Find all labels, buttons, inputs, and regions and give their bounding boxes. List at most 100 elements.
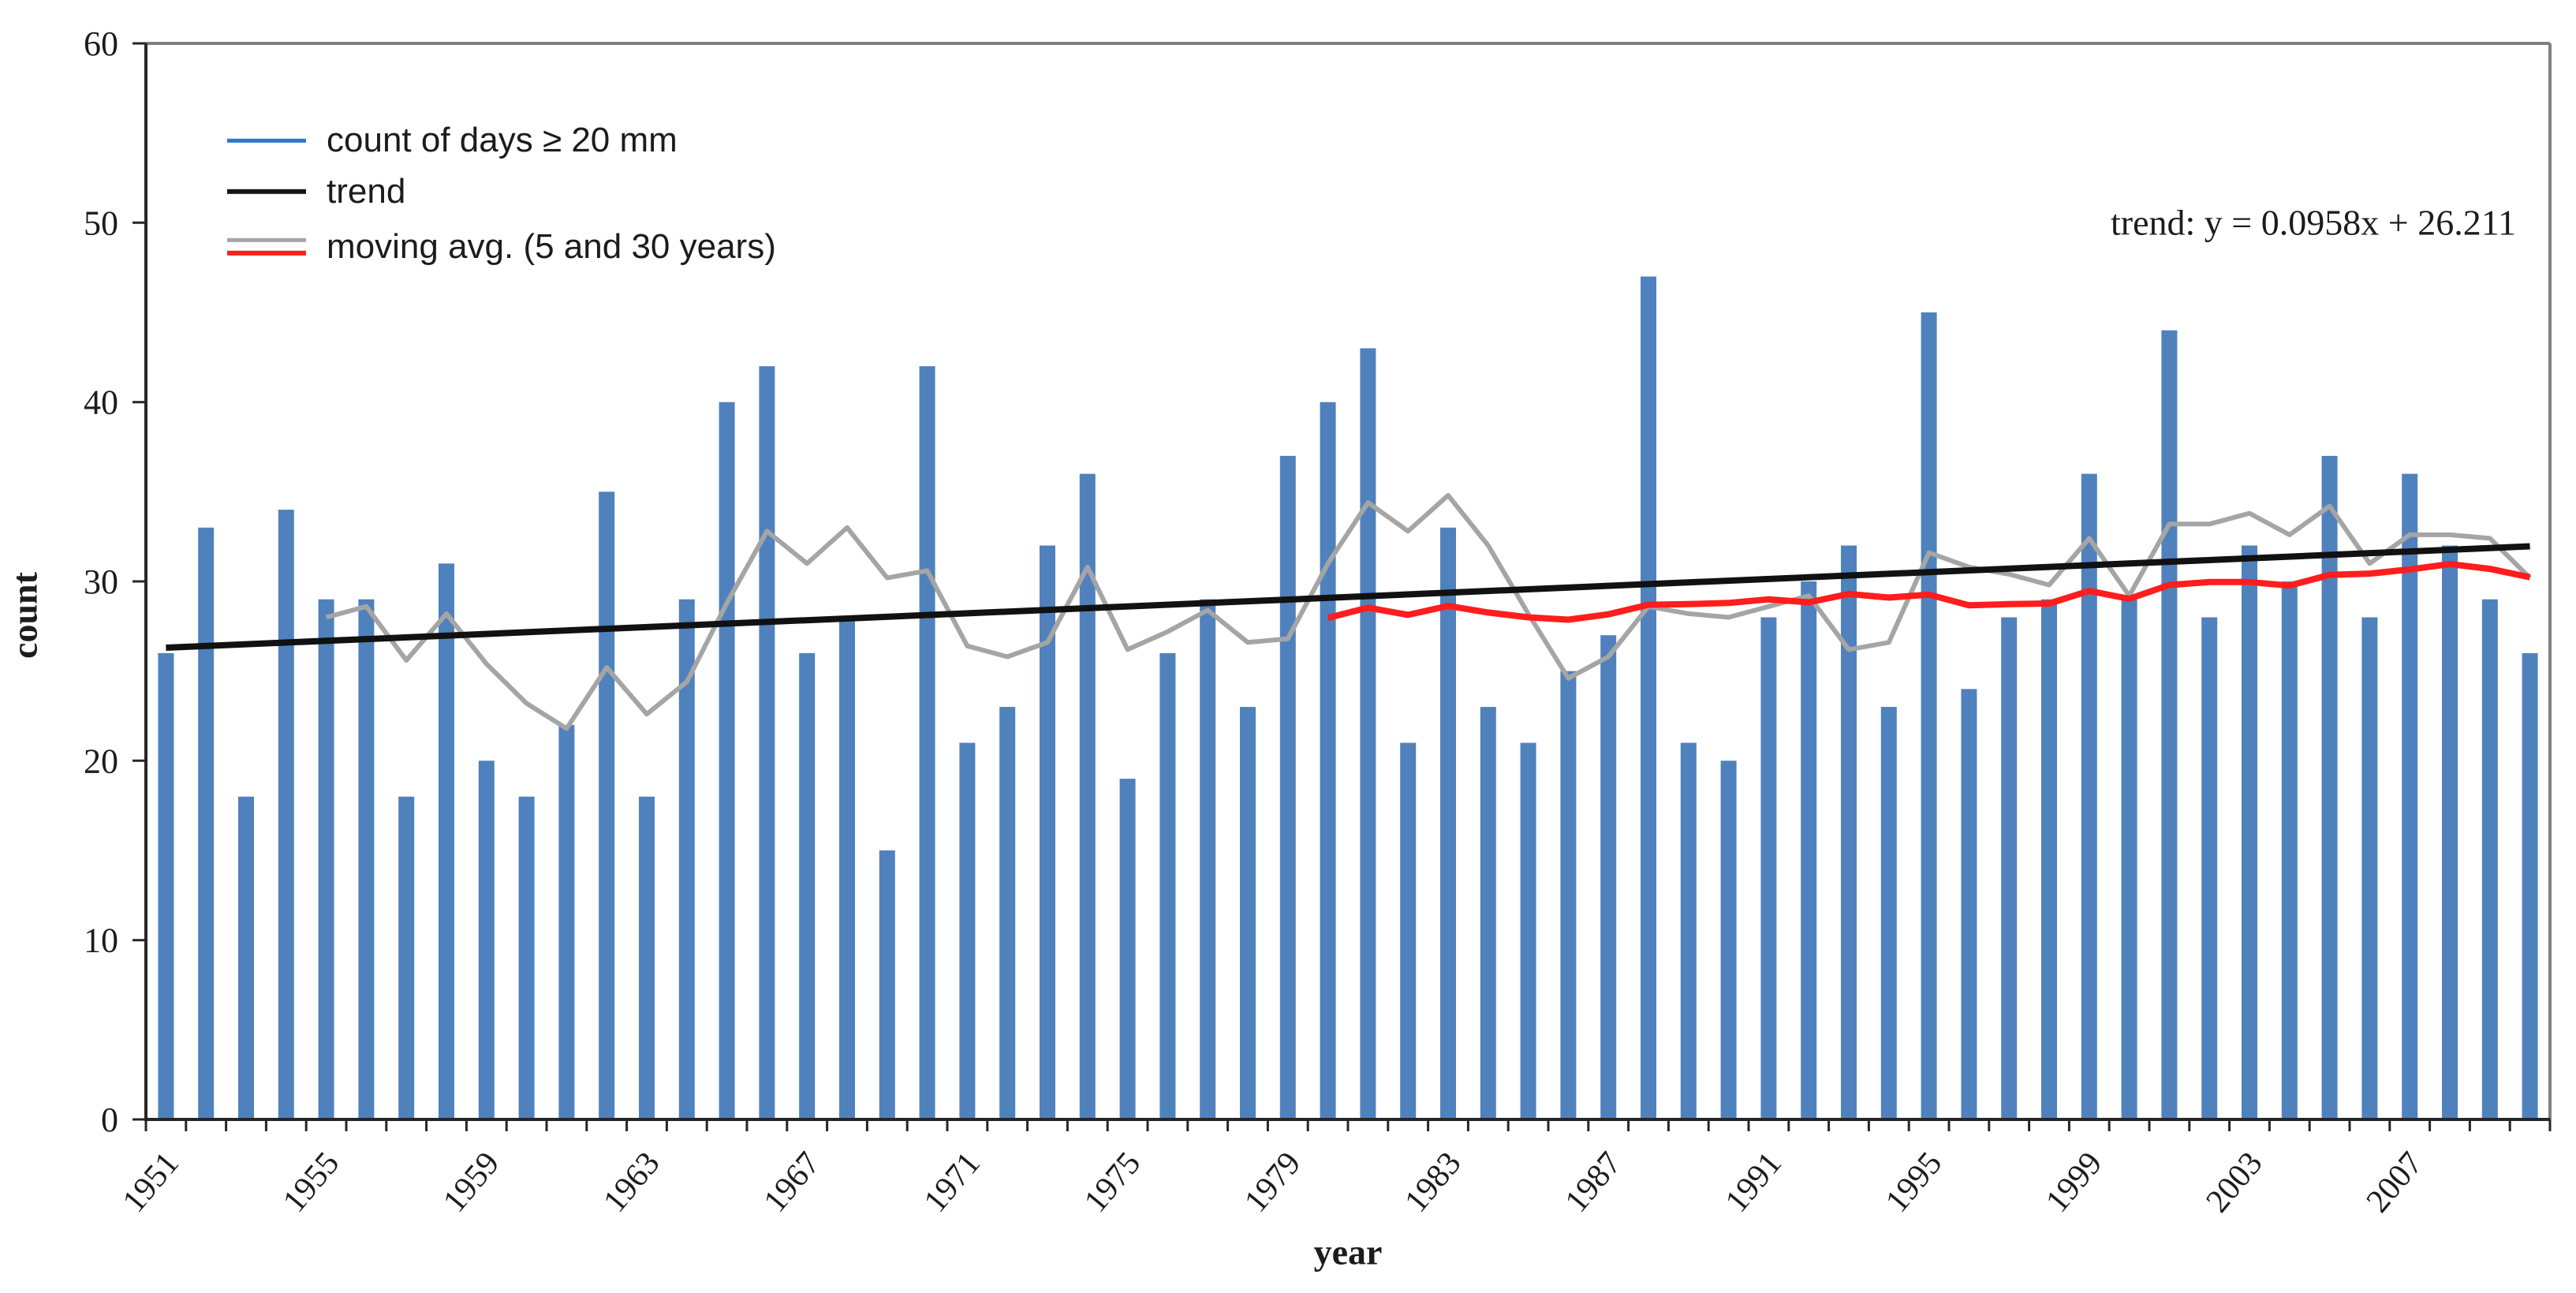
bar-1995 [1921, 312, 1937, 1119]
bar-1952 [198, 527, 215, 1119]
bar-1969 [879, 850, 895, 1119]
moving-avg-5yr-line [325, 492, 2532, 731]
bar-2009 [2481, 599, 2498, 1119]
x-tick-label: 1959 [436, 1145, 506, 1220]
bar-1964 [678, 599, 695, 1119]
bar-1992 [1801, 581, 1817, 1119]
bar-1960 [518, 796, 535, 1119]
bar-2001 [2161, 330, 2178, 1119]
y-tick-label: 50 [84, 204, 118, 242]
x-tick-label: 1975 [1077, 1145, 1148, 1220]
y-tick-label: 10 [84, 921, 118, 960]
bar-1963 [639, 796, 655, 1119]
bar-1976 [1159, 652, 1176, 1119]
x-tick-label: 1951 [116, 1145, 186, 1220]
x-tick-label: 1971 [917, 1145, 987, 1220]
bar-2000 [2121, 599, 2137, 1119]
bar-1991 [1760, 617, 1777, 1119]
blue-line-swatch-icon [227, 138, 306, 143]
bar-1954 [278, 510, 294, 1119]
legend-item-trend: trend [227, 171, 406, 211]
bar-1987 [1600, 635, 1617, 1119]
bar-1966 [759, 366, 775, 1119]
bar-1951 [158, 652, 174, 1119]
x-tick-label: 1979 [1238, 1145, 1308, 1220]
bar-1974 [1079, 473, 1096, 1119]
bar-1984 [1480, 707, 1496, 1119]
bar-1967 [799, 652, 816, 1119]
legend-item-moving-avg: moving avg. (5 and 30 years) [227, 226, 776, 266]
bar-2004 [2281, 581, 2298, 1119]
gray-red-lines-swatch-icon [227, 237, 306, 256]
bar-1959 [478, 760, 495, 1119]
bar-2007 [2402, 473, 2418, 1119]
bar-1998 [2041, 599, 2057, 1119]
x-tick-label: 2003 [2199, 1145, 2269, 1220]
bar-1958 [439, 563, 454, 1119]
bar-2003 [2242, 545, 2257, 1119]
bar-1994 [1880, 707, 1897, 1119]
y-tick-label: 60 [84, 24, 118, 63]
bar-1980 [1320, 402, 1336, 1119]
bar-1978 [1240, 707, 1256, 1119]
x-tick-label: 1999 [2039, 1145, 2109, 1220]
bar-2008 [2442, 545, 2458, 1119]
bar-1971 [959, 742, 976, 1119]
x-tick-label: 1963 [596, 1145, 666, 1220]
bar-1956 [358, 599, 375, 1119]
legend-label-trend: trend [327, 171, 406, 211]
bar-1981 [1360, 348, 1376, 1119]
x-tick-label: 1955 [276, 1145, 346, 1220]
bar-1989 [1680, 742, 1697, 1119]
x-tick-label: 2007 [2360, 1145, 2430, 1220]
bar-1988 [1641, 276, 1656, 1119]
bar-2006 [2361, 617, 2378, 1119]
bar-1997 [2001, 617, 2018, 1119]
y-tick-label: 0 [101, 1101, 118, 1139]
bar-2005 [2321, 455, 2338, 1119]
bar-1999 [2081, 473, 2097, 1119]
bar-1973 [1040, 545, 1055, 1119]
trend-equation-annotation: trend: y = 0.0958x + 26.211 [2111, 202, 2516, 243]
x-tick-label: 1991 [1719, 1145, 1789, 1220]
y-tick-label: 20 [84, 742, 118, 780]
bar-2002 [2201, 617, 2218, 1119]
legend-label-count-series: count of days ≥ 20 mm [327, 120, 678, 159]
bar-1982 [1400, 742, 1417, 1119]
x-tick-label: 1967 [757, 1145, 827, 1220]
y-tick-label: 30 [84, 562, 118, 601]
bar-1990 [1720, 760, 1737, 1119]
x-tick-label: 1983 [1398, 1145, 1468, 1220]
bar-1983 [1440, 527, 1456, 1119]
moving-avg-30yr-line [1327, 561, 2531, 623]
bar-1968 [839, 617, 855, 1119]
bar-1979 [1279, 455, 1296, 1119]
trend-line [166, 543, 2530, 651]
x-tick-label: 1995 [1879, 1145, 1949, 1220]
bar-2010 [2522, 652, 2538, 1119]
bar-1965 [719, 402, 735, 1119]
bar-1993 [1841, 545, 1857, 1119]
bar-1962 [599, 491, 615, 1119]
bar-1957 [398, 796, 415, 1119]
bar-1975 [1119, 779, 1136, 1119]
legend-item-count-series: count of days ≥ 20 mm [227, 121, 678, 159]
bar-1972 [999, 707, 1016, 1119]
x-tick-label: 1987 [1559, 1145, 1629, 1220]
bar-1953 [238, 796, 254, 1119]
x-axis-title: year [1313, 1231, 1383, 1272]
y-tick-label: 40 [84, 383, 118, 422]
y-axis-title: count [4, 572, 45, 659]
bar-1986 [1560, 671, 1577, 1119]
bar-1961 [558, 724, 575, 1119]
bar-1985 [1520, 742, 1536, 1119]
bar-1977 [1200, 599, 1216, 1119]
legend-label-moving-avg: moving avg. (5 and 30 years) [327, 226, 776, 266]
bar-1970 [919, 366, 935, 1119]
bar-1996 [1961, 689, 1977, 1119]
black-line-swatch-icon [227, 189, 306, 194]
bar-1955 [318, 599, 334, 1119]
